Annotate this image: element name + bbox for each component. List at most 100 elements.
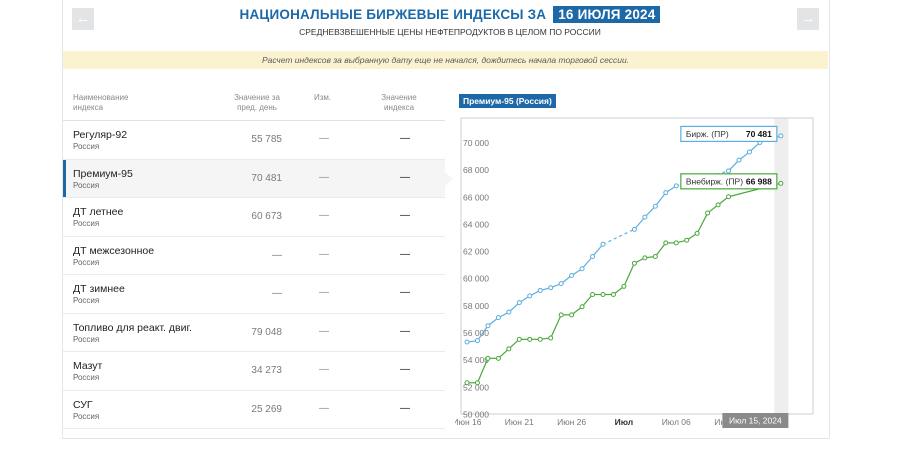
data-point[interactable] bbox=[506, 309, 512, 315]
date-badge[interactable]: 16 ИЮЛЯ 2024 bbox=[553, 6, 661, 23]
change-value: — bbox=[319, 364, 329, 375]
data-point[interactable] bbox=[736, 157, 742, 163]
data-point[interactable] bbox=[537, 336, 543, 342]
prev-value: — bbox=[272, 249, 282, 261]
data-point[interactable] bbox=[673, 240, 679, 246]
data-point[interactable] bbox=[579, 304, 585, 310]
data-point[interactable] bbox=[548, 285, 554, 291]
data-point[interactable] bbox=[778, 133, 784, 139]
y-tick-label: 62 000 bbox=[463, 247, 489, 257]
col-header-name: Наименование индекса bbox=[73, 93, 129, 112]
data-point[interactable] bbox=[464, 339, 470, 345]
data-point[interactable] bbox=[590, 253, 596, 259]
data-point[interactable] bbox=[631, 260, 637, 266]
index-name: Регуляр-92 bbox=[73, 129, 128, 141]
change-value: — bbox=[319, 325, 329, 337]
data-point[interactable] bbox=[610, 292, 616, 298]
index-region: Россия bbox=[73, 180, 100, 190]
data-point[interactable] bbox=[694, 230, 700, 236]
data-point[interactable] bbox=[726, 194, 732, 200]
data-point[interactable] bbox=[516, 300, 522, 306]
data-point[interactable] bbox=[506, 346, 512, 352]
data-point[interactable] bbox=[569, 312, 575, 318]
index-name: СУГ bbox=[73, 398, 93, 411]
data-point[interactable] bbox=[778, 180, 784, 186]
data-point[interactable] bbox=[527, 336, 533, 342]
index-region: Россия bbox=[73, 334, 100, 344]
data-point[interactable] bbox=[569, 273, 575, 279]
data-point[interactable] bbox=[684, 237, 690, 243]
y-tick-label: 66 000 bbox=[463, 192, 489, 202]
col-header-value: Значение индекса bbox=[381, 93, 417, 112]
col-header-change: Изм. bbox=[314, 93, 332, 102]
data-point[interactable] bbox=[746, 149, 752, 155]
data-point[interactable] bbox=[495, 315, 501, 321]
data-point[interactable] bbox=[464, 380, 470, 386]
table-row[interactable]: ДТ межсезонное Россия — — — bbox=[63, 237, 445, 275]
data-point[interactable] bbox=[558, 312, 564, 318]
series-line-segment bbox=[623, 263, 635, 287]
table-row[interactable]: СУГ Россия 25 269 — — bbox=[63, 391, 445, 429]
table-row[interactable]: Топливо для реакт. двиг. Россия 79 048 — — bbox=[63, 314, 445, 352]
change-value: — bbox=[319, 248, 329, 260]
data-point[interactable] bbox=[516, 336, 522, 342]
data-point[interactable] bbox=[537, 287, 543, 293]
change-value: — bbox=[319, 287, 329, 298]
y-tick-label: 56 000 bbox=[463, 328, 489, 338]
index-name: ДТ зимнее bbox=[73, 283, 125, 295]
index-value: — bbox=[400, 364, 410, 375]
data-point[interactable] bbox=[631, 226, 637, 232]
data-point[interactable] bbox=[579, 266, 585, 272]
data-point[interactable] bbox=[726, 168, 732, 174]
data-point[interactable] bbox=[715, 202, 721, 208]
data-point[interactable] bbox=[495, 355, 501, 361]
data-point[interactable] bbox=[527, 293, 533, 299]
hover-band bbox=[774, 118, 789, 414]
x-tick-label: Июн 21 bbox=[505, 417, 534, 427]
data-point[interactable] bbox=[663, 240, 669, 246]
price-chart[interactable]: 50 000 52 000 54 000 56 000 58 000 60 000 62 0… bbox=[455, 112, 825, 430]
index-name: Мазут bbox=[73, 360, 103, 372]
index-name: Премиум-95 bbox=[73, 167, 133, 180]
series-line-segment bbox=[476, 325, 489, 342]
prev-value: 55 785 bbox=[251, 134, 282, 145]
series-value-label: 66 988 bbox=[746, 176, 772, 186]
table-row[interactable]: ДТ зимнее Россия — — — bbox=[63, 275, 445, 314]
index-value: — bbox=[400, 133, 410, 144]
table-row[interactable]: Регуляр-92 Россия 55 785 — — bbox=[63, 121, 445, 160]
arrow-right-icon[interactable]: → bbox=[797, 8, 819, 30]
data-point[interactable] bbox=[652, 253, 658, 259]
data-point[interactable] bbox=[652, 203, 658, 209]
prev-value: — bbox=[272, 288, 282, 299]
page-title: НАЦИОНАЛЬНЫЕ БИРЖЕВЫЕ ИНДЕКСЫ ЗА 16 ИЮЛЯ… bbox=[0, 6, 900, 23]
change-value: — bbox=[319, 171, 329, 183]
data-point[interactable] bbox=[474, 380, 480, 386]
data-point[interactable] bbox=[600, 241, 606, 247]
arrow-left-icon[interactable]: ← bbox=[72, 8, 94, 30]
series-gap-dashed bbox=[602, 228, 635, 245]
data-point[interactable] bbox=[590, 292, 596, 298]
page-subtitle: СРЕДНЕВЗВЕШЕННЫЕ ЦЕНЫ НЕФТЕПРОДУКТОВ В Ц… bbox=[299, 27, 601, 37]
data-point[interactable] bbox=[558, 281, 564, 287]
index-region: Россия bbox=[73, 373, 100, 382]
series-line-segment bbox=[633, 216, 646, 230]
data-point[interactable] bbox=[474, 338, 480, 344]
table-row[interactable]: Премиум-95 Россия 70 481 — — bbox=[63, 159, 453, 198]
data-point[interactable] bbox=[642, 255, 648, 261]
plot-frame bbox=[460, 117, 814, 415]
data-point[interactable] bbox=[485, 323, 491, 329]
index-name: ДТ летнее bbox=[73, 206, 124, 218]
data-point[interactable] bbox=[705, 210, 711, 216]
series-line-segment bbox=[644, 205, 656, 218]
data-point[interactable] bbox=[548, 335, 554, 341]
chart-label: Премиум-95 (Россия) bbox=[459, 94, 556, 108]
data-point[interactable] bbox=[600, 292, 606, 298]
data-point[interactable] bbox=[663, 190, 669, 196]
data-point[interactable] bbox=[642, 214, 648, 220]
data-point[interactable] bbox=[485, 355, 491, 361]
data-point[interactable] bbox=[621, 283, 627, 289]
data-point[interactable] bbox=[673, 183, 679, 189]
table-row[interactable]: ДТ летнее Россия 60 673 — — bbox=[63, 198, 445, 237]
table-row[interactable]: Мазут Россия 34 273 — — bbox=[63, 352, 445, 391]
series-line-segment bbox=[581, 294, 593, 308]
